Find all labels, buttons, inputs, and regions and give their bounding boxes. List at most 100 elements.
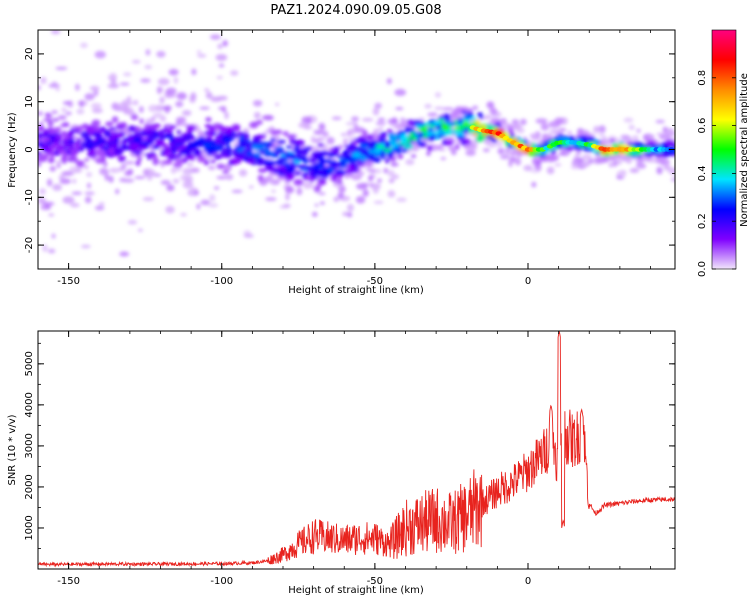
spectrogram-cell (320, 201, 325, 205)
spectrogram-cell (311, 211, 318, 217)
spectrogram-cell (108, 126, 117, 131)
spectrogram-cell (92, 131, 101, 138)
spectrogram-cell (264, 164, 275, 171)
spectrogram-cell (313, 186, 321, 192)
spectrogram-cell (277, 175, 285, 181)
spectrogram-cell (236, 147, 245, 152)
spectrogram-cell (351, 173, 362, 181)
spectrogram-cell (193, 140, 203, 145)
spectrogram-cell (442, 139, 447, 146)
spectrogram-cell (163, 126, 169, 132)
spectrogram-cell (99, 126, 107, 132)
spectrogram-cell (205, 116, 212, 123)
spectrogram-cell (80, 141, 87, 149)
spectrogram-cell (385, 157, 390, 164)
spectrogram-cell (75, 129, 80, 135)
spectrogram-cell (91, 127, 98, 133)
spectrogram-cell (255, 144, 265, 150)
spectrogram-cell (268, 179, 275, 184)
spectrogram-cell (667, 130, 675, 137)
spectrogram-cell (49, 154, 55, 161)
spectrogram-cell (641, 156, 652, 161)
spectrogram-cell (649, 142, 655, 148)
spectrogram-cell (342, 150, 349, 155)
spectrogram-cell (91, 108, 103, 114)
spectrogram-cell (39, 126, 45, 131)
spectrogram-cell (321, 168, 330, 173)
spectrogram-cell (176, 92, 187, 100)
spectrogram-cell (296, 139, 304, 145)
spectrogram-cell (206, 152, 212, 156)
spectrogram-cell (124, 160, 135, 165)
spectrogram-cell (140, 137, 149, 141)
spectrogram-cell (218, 63, 225, 68)
spectrogram-cell (80, 244, 91, 249)
spectrogram-cell (51, 110, 58, 115)
spectrogram-cell (58, 175, 65, 180)
spectrogram-cell (71, 155, 78, 162)
spectrogram-cell (427, 112, 438, 117)
spectrogram-cell (507, 128, 515, 136)
y-tick-label: -10 (24, 189, 35, 205)
spectrogram-cell (619, 170, 627, 174)
spectrogram-cell (252, 99, 263, 107)
spectrogram-cell (467, 108, 474, 113)
spectrogram-cell (306, 146, 312, 151)
spectrogram-cell (204, 124, 213, 128)
spectrogram-cell (299, 164, 306, 169)
spectrogram-cell (186, 162, 194, 167)
snr-frame (37, 330, 676, 570)
spectrogram-cell (172, 161, 183, 168)
spectrogram-cell (339, 164, 348, 169)
spectrogram-cell (197, 156, 206, 163)
spectrogram-cell (132, 99, 139, 106)
spectrogram-cell (533, 132, 538, 140)
spectrogram-cell (384, 142, 391, 149)
spectrogram-cell (150, 116, 156, 122)
spectrogram-cell (627, 142, 637, 146)
spectrogram-cell (406, 119, 415, 125)
spectrogram-cell (485, 135, 493, 139)
spectrogram-cell (353, 123, 359, 130)
x-tick-label: -100 (210, 276, 233, 287)
spectrogram-cell (602, 136, 607, 143)
spectrogram-cell (86, 171, 93, 178)
spectrogram-cell (69, 145, 76, 150)
x-tick-label: -150 (57, 276, 80, 287)
spectrogram-cell (65, 111, 72, 116)
colorbar: 0.0 0.2 0.4 0.6 0.8 Normalized spectral ampl… (697, 29, 750, 277)
spectrogram-cell (221, 105, 227, 113)
spectrogram-cell (185, 156, 195, 160)
spectrogram-cell (59, 178, 71, 185)
spectrogram-cell (39, 121, 44, 127)
y-tick-label: 4000 (24, 392, 35, 417)
snr-y-ticks: 1000 2000 3000 4000 5000 (24, 342, 675, 570)
spectrogram-cell (108, 147, 114, 155)
spectrogram-cell (244, 132, 249, 140)
spectrogram-cell (84, 164, 89, 170)
spectrogram-cell (142, 169, 150, 176)
spectrogram-cell (342, 211, 349, 217)
spectrogram-cell (61, 107, 68, 113)
spectrogram-cell (123, 72, 132, 77)
spectrogram-cell (127, 101, 134, 105)
spectrogram-cell (355, 195, 366, 204)
spectrogram-cell (670, 177, 675, 182)
spectrogram-cell (46, 178, 53, 187)
spectrogram-cell (139, 118, 144, 125)
spectrogram-cell (55, 87, 60, 92)
spectrogram-cell (196, 50, 202, 54)
spectrogram-cell (183, 134, 192, 142)
spectrogram-cell (319, 162, 326, 168)
spectrogram-cell (410, 154, 417, 158)
spectrogram-cell (273, 160, 282, 165)
spectrogram-cell (213, 143, 223, 151)
spectrogram-cell (121, 139, 127, 146)
spectrogram-cell (416, 138, 421, 145)
spectrogram-cell (616, 175, 621, 179)
spectrogram-cell (403, 143, 414, 150)
spectrogram-cell (442, 107, 454, 111)
spectrogram-cell (366, 134, 374, 141)
spectrogram-cell (199, 106, 210, 110)
spectrogram-cell (304, 171, 310, 176)
